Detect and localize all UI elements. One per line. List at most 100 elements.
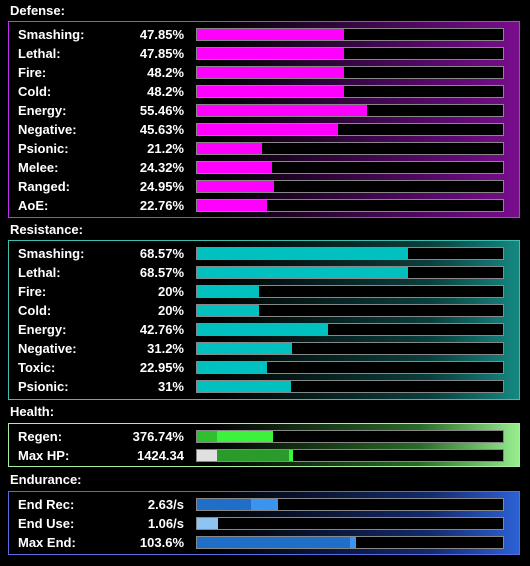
endurance-row-max-end: Max End: 103.6% bbox=[9, 533, 519, 552]
defense-label: Smashing: bbox=[18, 27, 85, 42]
health-bar-segment bbox=[288, 450, 294, 461]
resistance-value: 31.2% bbox=[147, 341, 184, 356]
resistance-value: 42.76% bbox=[139, 322, 184, 337]
defense-bar-fill bbox=[197, 48, 344, 59]
defense-row-smashing: Smashing: 47.85% bbox=[9, 25, 519, 44]
resistance-bar-fill bbox=[197, 286, 259, 297]
defense-bar bbox=[196, 199, 504, 212]
endurance-value: 1.06/s bbox=[147, 516, 184, 531]
resistance-row-negative: Negative: 31.2% bbox=[9, 339, 519, 358]
resistance-panel: Smashing: 68.57% Lethal: 68.57% Fire: 20% Cold… bbox=[8, 240, 520, 400]
resistance-value: 68.57% bbox=[139, 265, 184, 280]
resistance-value: 20% bbox=[157, 284, 184, 299]
health-bar-segment bbox=[197, 450, 217, 461]
defense-label: Lethal: bbox=[18, 46, 61, 61]
resistance-label: Psionic: bbox=[18, 379, 69, 394]
endurance-title: Endurance: bbox=[10, 472, 82, 487]
resistance-row-psionic: Psionic: 31% bbox=[9, 377, 519, 396]
defense-label: Negative: bbox=[18, 122, 77, 137]
endurance-row-end-use: End Use: 1.06/s bbox=[9, 514, 519, 533]
resistance-row-cold: Cold: 20% bbox=[9, 301, 519, 320]
defense-label: AoE: bbox=[18, 198, 49, 213]
resistance-bar-fill bbox=[197, 267, 408, 278]
resistance-value: 20% bbox=[157, 303, 184, 318]
defense-bar bbox=[196, 28, 504, 41]
defense-title: Defense: bbox=[10, 3, 65, 18]
defense-value: 47.85% bbox=[139, 46, 184, 61]
defense-bar-fill bbox=[197, 86, 345, 97]
health-bar bbox=[196, 430, 504, 443]
defense-label: Ranged: bbox=[18, 179, 70, 194]
endurance-value: 2.63/s bbox=[147, 497, 184, 512]
health-bar-segment bbox=[216, 450, 289, 461]
endurance-bar-segment bbox=[350, 537, 356, 548]
defense-value: 21.2% bbox=[147, 141, 184, 156]
defense-label: Cold: bbox=[18, 84, 52, 99]
defense-bar bbox=[196, 180, 504, 193]
defense-value: 45.63% bbox=[139, 122, 184, 137]
resistance-bar bbox=[196, 342, 504, 355]
endurance-label: End Use: bbox=[18, 516, 75, 531]
defense-value: 24.95% bbox=[139, 179, 184, 194]
defense-bar-fill bbox=[197, 29, 344, 40]
health-row-regen: Regen: 376.74% bbox=[9, 427, 519, 446]
endurance-bar bbox=[196, 517, 504, 530]
defense-bar bbox=[196, 161, 504, 174]
defense-bar bbox=[196, 104, 504, 117]
defense-row-psionic: Psionic: 21.2% bbox=[9, 139, 519, 158]
resistance-bar bbox=[196, 380, 504, 393]
health-row-max-hp: Max HP: 1424.34 bbox=[9, 446, 519, 465]
resistance-bar-fill bbox=[197, 305, 259, 316]
defense-label: Psionic: bbox=[18, 141, 69, 156]
defense-bar bbox=[196, 47, 504, 60]
resistance-value: 31% bbox=[157, 379, 184, 394]
health-value: 1424.34 bbox=[137, 448, 184, 463]
defense-value: 48.2% bbox=[147, 65, 184, 80]
defense-label: Fire: bbox=[18, 65, 47, 80]
defense-row-fire: Fire: 48.2% bbox=[9, 63, 519, 82]
resistance-row-toxic: Toxic: 22.95% bbox=[9, 358, 519, 377]
resistance-bar bbox=[196, 323, 504, 336]
health-bar bbox=[196, 449, 504, 462]
resistance-bar bbox=[196, 266, 504, 279]
resistance-label: Smashing: bbox=[18, 246, 85, 261]
endurance-bar-segment bbox=[197, 499, 251, 510]
health-panel: Regen: 376.74% Max HP: 1424.34 bbox=[8, 423, 520, 467]
resistance-label: Toxic: bbox=[18, 360, 56, 375]
resistance-label: Lethal: bbox=[18, 265, 61, 280]
defense-label: Energy: bbox=[18, 103, 67, 118]
resistance-row-lethal: Lethal: 68.57% bbox=[9, 263, 519, 282]
defense-value: 24.32% bbox=[139, 160, 184, 175]
defense-value: 22.76% bbox=[139, 198, 184, 213]
defense-row-aoe: AoE: 22.76% bbox=[9, 196, 519, 215]
defense-value: 55.46% bbox=[139, 103, 184, 118]
resistance-row-energy: Energy: 42.76% bbox=[9, 320, 519, 339]
defense-bar bbox=[196, 142, 504, 155]
resistance-row-smashing: Smashing: 68.57% bbox=[9, 244, 519, 263]
endurance-bar-segment bbox=[197, 537, 350, 548]
defense-bar bbox=[196, 66, 504, 79]
defense-bar-fill bbox=[197, 67, 345, 78]
defense-row-lethal: Lethal: 47.85% bbox=[9, 44, 519, 63]
endurance-row-end-rec: End Rec: 2.63/s bbox=[9, 495, 519, 514]
resistance-bar-fill bbox=[197, 343, 293, 354]
defense-bar-fill bbox=[197, 143, 262, 154]
resistance-label: Negative: bbox=[18, 341, 77, 356]
defense-row-melee: Melee: 24.32% bbox=[9, 158, 519, 177]
health-label: Max HP: bbox=[18, 448, 70, 463]
health-label: Regen: bbox=[18, 429, 63, 444]
defense-bar-fill bbox=[197, 181, 275, 192]
resistance-bar-fill bbox=[197, 362, 268, 373]
health-value: 376.74% bbox=[132, 429, 184, 444]
resistance-bar bbox=[196, 285, 504, 298]
defense-bar bbox=[196, 123, 504, 136]
endurance-label: Max End: bbox=[18, 535, 76, 550]
resistance-bar-fill bbox=[197, 248, 408, 259]
resistance-row-fire: Fire: 20% bbox=[9, 282, 519, 301]
defense-row-cold: Cold: 48.2% bbox=[9, 82, 519, 101]
defense-value: 48.2% bbox=[147, 84, 184, 99]
resistance-value: 68.57% bbox=[139, 246, 184, 261]
endurance-bar bbox=[196, 498, 504, 511]
endurance-bar bbox=[196, 536, 504, 549]
endurance-bar-segment bbox=[197, 518, 219, 529]
